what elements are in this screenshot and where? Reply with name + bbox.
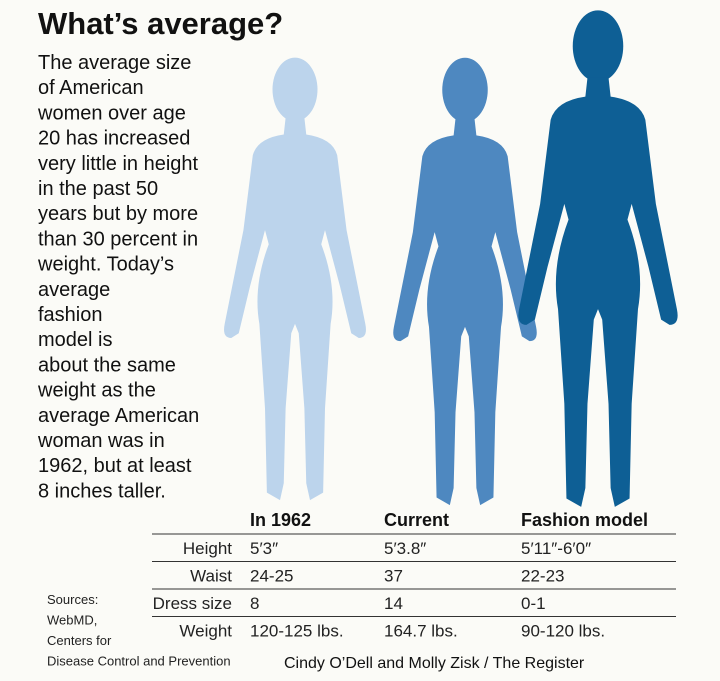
cell: 24-25 bbox=[250, 567, 293, 586]
intro-line: women over age bbox=[37, 102, 186, 124]
intro-line: 20 has increased bbox=[38, 128, 190, 150]
row-label: Waist bbox=[190, 567, 232, 586]
intro-text: The average size of American women over ag… bbox=[37, 52, 199, 502]
cell: 120-125 lbs. bbox=[250, 622, 344, 641]
row-label: Dress size bbox=[153, 594, 232, 613]
cell: 37 bbox=[384, 567, 403, 586]
cell: 5′11″-6′0″ bbox=[521, 539, 591, 558]
silhouette-1962 bbox=[224, 57, 366, 501]
intro-line: weight as the bbox=[37, 380, 156, 402]
intro-line: in the past 50 bbox=[38, 178, 158, 200]
intro-line: woman was in bbox=[37, 430, 165, 452]
table: In 1962 Current Fashion model Height 5′3″ 5′3… bbox=[152, 510, 676, 641]
intro-line: about the same bbox=[38, 354, 176, 376]
source-line: Disease Control and Prevention bbox=[47, 654, 231, 669]
intro-line: years but by more bbox=[38, 203, 198, 225]
row-label: Weight bbox=[179, 622, 232, 641]
column-header: In 1962 bbox=[250, 510, 311, 530]
source-line: WebMD, bbox=[47, 613, 97, 628]
intro-line: of American bbox=[38, 77, 144, 99]
source-line: Centers for bbox=[47, 633, 112, 648]
intro-line: average bbox=[38, 279, 110, 301]
credit: Cindy O’Dell and Molly Zisk / The Regist… bbox=[284, 655, 585, 672]
intro-line: average American bbox=[38, 405, 199, 427]
intro-line: model is bbox=[38, 329, 112, 351]
source-line: Sources: bbox=[47, 592, 98, 607]
intro-line: weight. Today’s bbox=[37, 254, 174, 276]
cell: 22-23 bbox=[521, 567, 564, 586]
intro-line: very little in height bbox=[38, 153, 199, 175]
intro-line: The average size bbox=[38, 52, 191, 74]
row-label: Height bbox=[183, 539, 232, 558]
silhouette-current bbox=[393, 57, 537, 506]
cell: 90-120 lbs. bbox=[521, 622, 605, 641]
cell: 8 bbox=[250, 594, 259, 613]
cell: 0-1 bbox=[521, 594, 546, 613]
intro-line: 8 inches taller. bbox=[38, 480, 166, 502]
title: What’s average? bbox=[38, 6, 283, 41]
column-header: Current bbox=[384, 510, 449, 530]
intro-line: than 30 percent in bbox=[38, 228, 198, 250]
intro-line: fashion bbox=[38, 304, 103, 326]
cell: 5′3.8″ bbox=[384, 539, 426, 558]
sources: Sources: WebMD, Centers for Disease Control… bbox=[47, 592, 231, 669]
cell: 5′3″ bbox=[250, 539, 278, 558]
cell: 14 bbox=[384, 594, 403, 613]
silhouette-model bbox=[518, 10, 678, 507]
cell: 164.7 lbs. bbox=[384, 622, 458, 641]
intro-line: 1962, but at least bbox=[38, 455, 192, 477]
column-header: Fashion model bbox=[521, 510, 648, 530]
